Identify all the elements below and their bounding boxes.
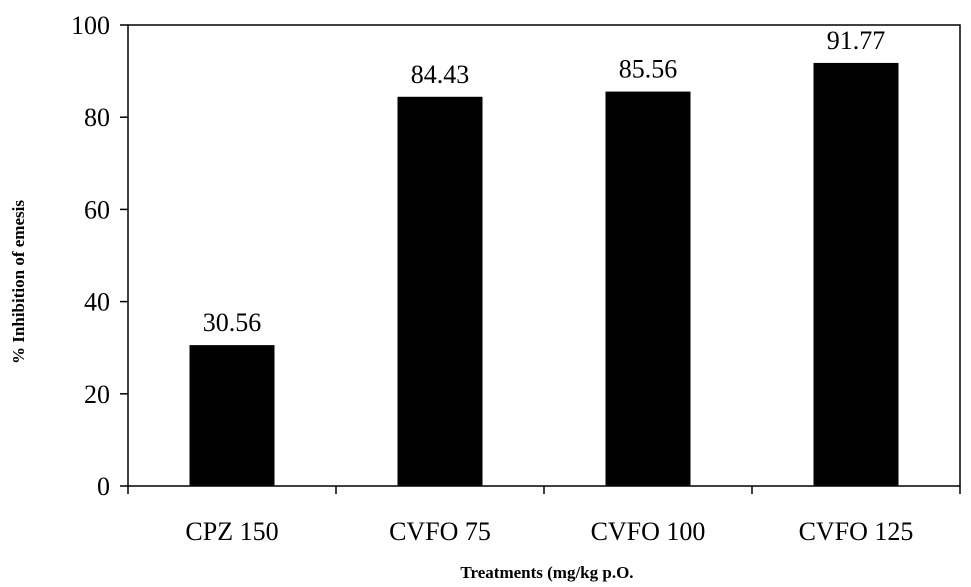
y-tick-label: 60	[84, 195, 110, 224]
bar	[605, 91, 691, 487]
y-tick-label: 80	[84, 103, 110, 132]
x-tick-label: CVFO 75	[389, 517, 491, 546]
data-label: 85.56	[619, 55, 678, 84]
x-tick-label: CVFO 100	[591, 517, 706, 546]
data-label: 91.77	[827, 26, 886, 55]
data-labels: 30.56 84.43 85.56 91.77	[203, 26, 886, 337]
x-tick-label: CPZ 150	[185, 517, 278, 546]
y-tick-label: 0	[97, 472, 110, 501]
bars	[189, 62, 899, 487]
data-label: 30.56	[203, 308, 262, 337]
bar	[397, 96, 483, 486]
y-axis-title: % Inhibition of emesis	[9, 200, 28, 364]
y-tick-label: 20	[84, 380, 110, 409]
bar	[189, 345, 275, 486]
y-tick-label: 40	[84, 288, 110, 317]
category-labels: CPZ 150 CVFO 75 CVFO 100 CVFO 125	[185, 517, 913, 546]
x-axis-title: Treatments (mg/kg p.O.	[460, 563, 633, 582]
y-tick-label: 100	[71, 11, 110, 40]
bar	[813, 62, 899, 486]
x-tick-label: CVFO 125	[799, 517, 914, 546]
y-axis-ticks: 0 20 40 60 80 100	[71, 11, 128, 501]
x-axis-ticks	[127, 486, 961, 494]
data-label: 84.43	[411, 60, 470, 89]
